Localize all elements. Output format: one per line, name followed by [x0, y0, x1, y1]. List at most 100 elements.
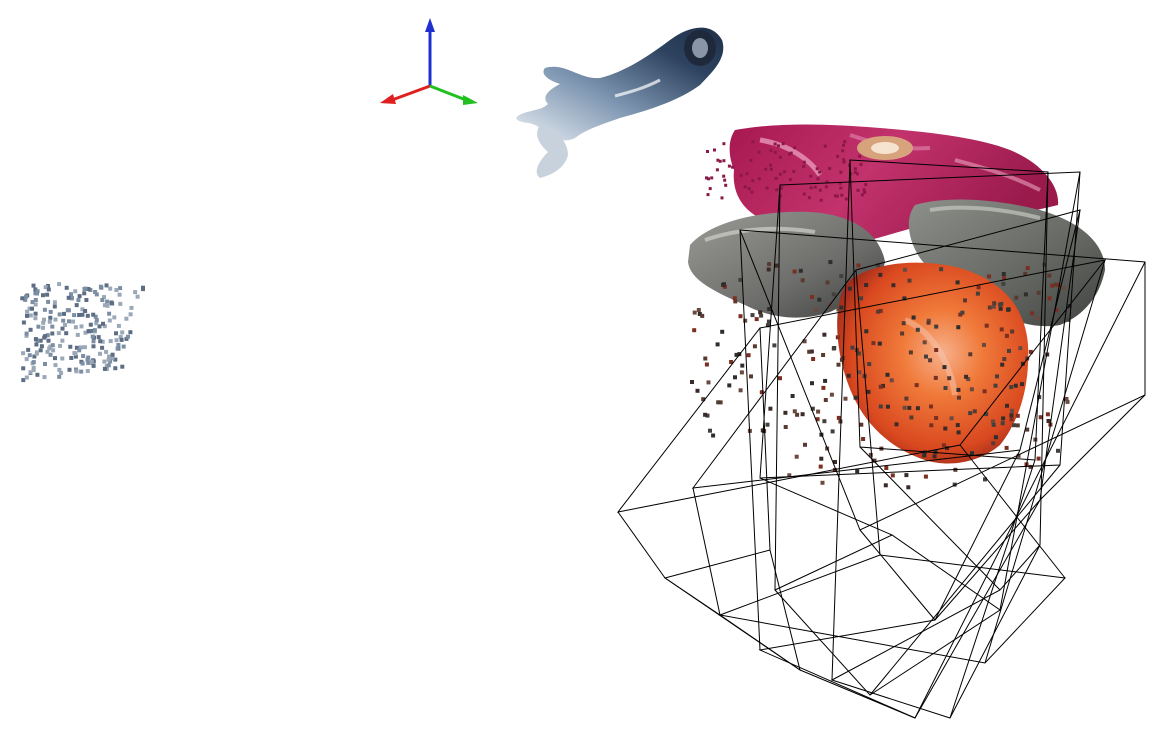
patch-point	[45, 292, 50, 297]
scatter-point	[1067, 304, 1072, 308]
scatter-point	[1028, 349, 1033, 354]
patch-point	[38, 338, 43, 343]
y-axis	[429, 84, 467, 102]
scatter-point	[703, 356, 708, 361]
scatter-point	[718, 159, 722, 163]
scatter-point	[743, 185, 747, 189]
scatter-point	[955, 280, 960, 285]
scatter-point	[1000, 362, 1005, 367]
patch-point	[108, 339, 113, 344]
scatter-point	[1005, 403, 1009, 408]
patch-point	[33, 311, 38, 316]
scatter-point	[859, 162, 863, 166]
patch-point	[61, 318, 66, 323]
scatter-point	[809, 186, 813, 190]
patch-point	[43, 362, 47, 366]
scatter-point	[1001, 272, 1006, 276]
scatter-point	[727, 164, 731, 168]
scatter-point	[907, 278, 912, 283]
patch-point	[113, 366, 118, 371]
scatter-point	[855, 469, 860, 474]
scatter-point	[740, 363, 745, 368]
scatter-point	[958, 312, 963, 317]
patch-point	[20, 296, 25, 301]
patch-point	[48, 309, 53, 314]
scatter-point	[1007, 348, 1011, 353]
scatter-point	[1010, 408, 1014, 413]
patch-point	[118, 301, 123, 306]
patch-point	[60, 338, 65, 343]
scatter-point	[871, 341, 876, 346]
patch-point	[91, 339, 96, 344]
patch-point	[80, 312, 85, 317]
scatter-point	[829, 392, 834, 397]
patch-point	[90, 329, 95, 333]
patch-point	[119, 337, 124, 342]
scatter-point	[1004, 333, 1009, 338]
patch-point	[64, 285, 69, 290]
scatter-point	[834, 194, 837, 198]
scatter-point	[1000, 421, 1005, 426]
patch-point	[46, 338, 51, 343]
patch-point	[102, 366, 107, 371]
patch-point	[83, 286, 88, 291]
patch-point	[102, 324, 107, 329]
scatter-point	[1045, 412, 1050, 417]
patch-point	[63, 323, 67, 327]
scatter-point	[911, 315, 916, 320]
scatter-point	[878, 308, 883, 313]
scatter-point	[724, 183, 728, 187]
scatter-point	[914, 383, 919, 388]
patch-point	[56, 331, 61, 336]
patch-point	[91, 363, 96, 368]
patch-point	[110, 356, 115, 361]
patch-point	[30, 306, 34, 311]
scatter-point	[716, 158, 720, 162]
patch-point	[25, 309, 30, 314]
patch-point	[52, 304, 57, 309]
patch-point	[135, 294, 140, 299]
patch-point	[77, 348, 82, 353]
scatter-point	[809, 349, 814, 354]
scatter-point	[878, 384, 883, 389]
scatter-point	[863, 190, 867, 194]
scatter-point	[906, 485, 911, 490]
scatter-point	[816, 177, 820, 181]
scatter-point	[769, 148, 773, 152]
scatter-point	[956, 387, 961, 392]
scatter-point	[738, 314, 743, 319]
scatter-point	[960, 310, 965, 315]
patch-point	[118, 286, 123, 291]
patch-point	[114, 288, 119, 292]
scatter-point	[705, 413, 710, 418]
patch-point	[114, 338, 119, 343]
scatter-point	[1002, 276, 1007, 281]
scatter-point	[778, 155, 782, 159]
patch-point	[34, 342, 39, 347]
patch-point	[64, 331, 69, 336]
scatter-point	[835, 335, 840, 340]
patch-point	[121, 344, 126, 349]
scatter-point	[976, 285, 981, 290]
scatter-point	[781, 142, 785, 146]
scatter-point	[949, 416, 954, 421]
patch-point	[82, 345, 87, 350]
scatter-point	[872, 458, 877, 463]
patch-point	[24, 331, 29, 336]
scatter-point	[884, 466, 889, 470]
patch-point	[45, 349, 50, 354]
scatter-point	[1012, 423, 1016, 428]
scatter-point	[1020, 382, 1024, 387]
scatter-point	[991, 422, 996, 427]
patch-point	[43, 334, 48, 339]
patch-point	[98, 284, 103, 289]
scatter-points	[690, 140, 1072, 490]
scatter-point	[1047, 296, 1052, 301]
scatter-point	[818, 188, 822, 192]
patch-point	[27, 353, 32, 358]
scatter-point	[923, 474, 928, 479]
scatter-point	[839, 274, 844, 278]
patch-point	[117, 292, 122, 297]
